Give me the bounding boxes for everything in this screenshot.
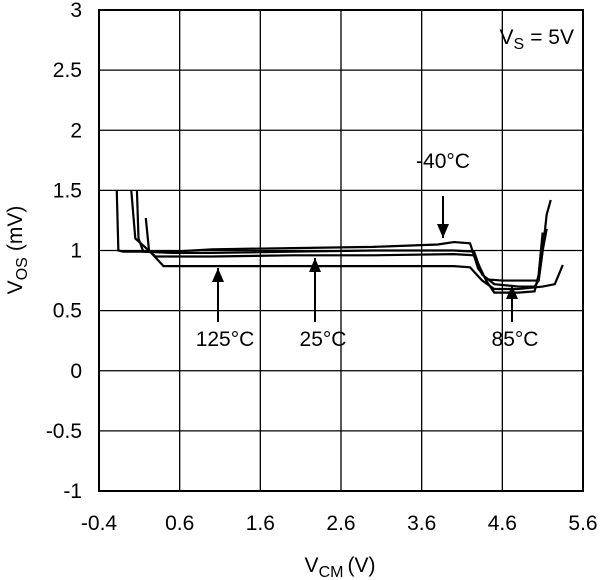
series-label: 125°C [196, 328, 255, 351]
x-tick-label: -0.4 [81, 512, 118, 535]
y-axis-label: VOS (mV) [4, 206, 31, 295]
annotation: VS = 5V [500, 26, 574, 53]
y-label-unit: (mV) [4, 206, 27, 252]
y-tick-label: 0.5 [53, 300, 82, 323]
x-label-sub: CM [319, 564, 344, 580]
y-tick-label: 1.5 [53, 179, 82, 202]
y-tick-label: 1 [70, 240, 82, 263]
x-label-main: V [305, 554, 319, 577]
x-tick-label: 5.6 [568, 512, 597, 535]
y-tick-label: 2.5 [53, 59, 82, 82]
annotation-main: V [500, 26, 514, 49]
arrow-head [506, 285, 518, 299]
y-label-main: V [4, 280, 27, 294]
series-label: 85°C [492, 328, 539, 351]
annotation-sub: S [514, 36, 525, 53]
series-line [135, 190, 548, 288]
series-line [144, 217, 564, 291]
y-tick-label: 2 [70, 119, 82, 142]
x-axis-label: VCM (V) [305, 554, 376, 580]
arrow-head [437, 224, 449, 238]
series-label: -40°C [416, 150, 470, 173]
series-label: 25°C [300, 328, 347, 351]
y-label-sub: OS [14, 257, 31, 280]
y-tick-label: 3 [70, 0, 82, 22]
x-tick-label: 4.6 [488, 512, 517, 535]
plot-frame [98, 9, 584, 492]
x-label-unit: (V) [347, 554, 375, 577]
y-tick-label: -1 [63, 480, 82, 503]
arrow-head [309, 258, 321, 272]
y-tick-label: 0 [70, 360, 82, 383]
x-tick-label: 1.6 [246, 512, 275, 535]
x-tick-label: 2.6 [326, 512, 355, 535]
y-tick-label: -0.5 [46, 420, 82, 443]
series-line [130, 190, 544, 294]
arrow-head [212, 268, 224, 282]
annotation-rest: = 5V [530, 26, 574, 49]
x-tick-label: 3.6 [407, 512, 436, 535]
x-tick-label: 0.6 [165, 512, 194, 535]
